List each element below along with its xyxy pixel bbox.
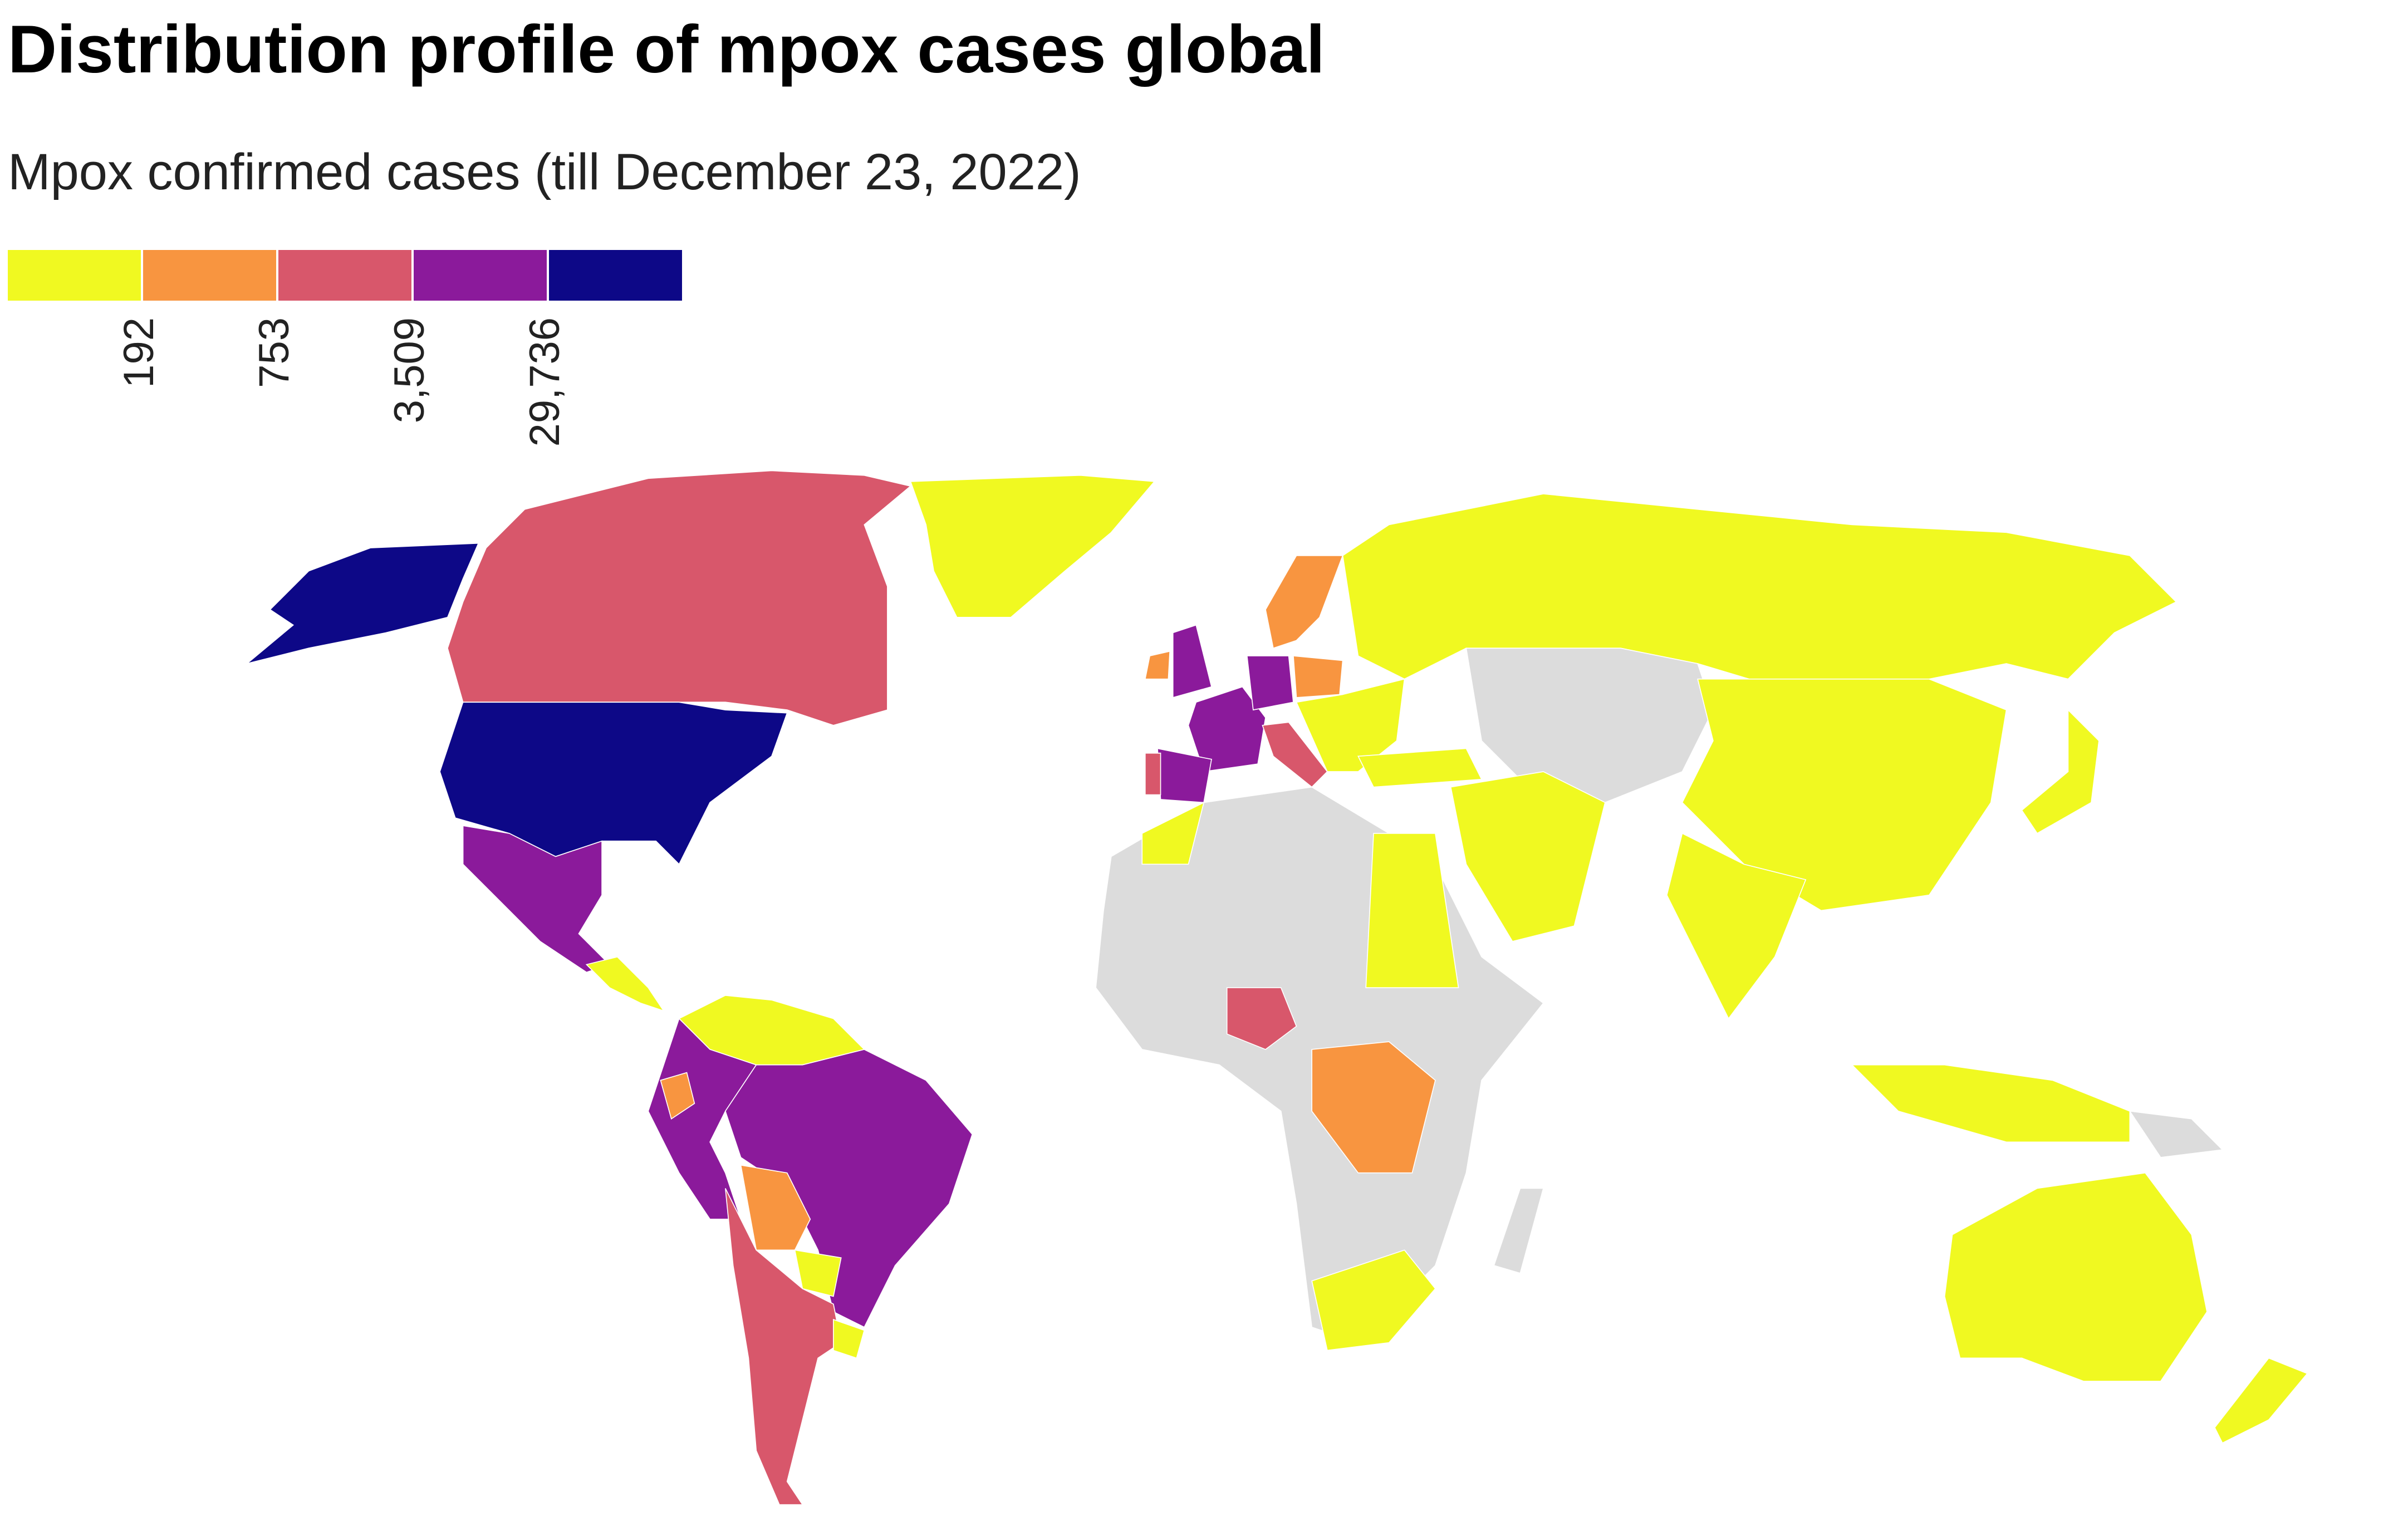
country bbox=[1450, 771, 1606, 942]
country bbox=[1311, 1249, 1436, 1351]
country bbox=[648, 1017, 757, 1220]
country bbox=[1493, 1188, 1544, 1274]
country bbox=[439, 701, 788, 865]
world-map bbox=[246, 470, 2308, 1505]
legend-swatch bbox=[414, 250, 547, 301]
country bbox=[1851, 1064, 2131, 1143]
legend-break-label: 29,736 bbox=[521, 317, 568, 447]
country bbox=[1246, 655, 1294, 711]
country bbox=[910, 474, 1156, 618]
country bbox=[1311, 1041, 1436, 1174]
country bbox=[833, 1318, 865, 1359]
country bbox=[794, 1249, 842, 1297]
country bbox=[462, 825, 611, 973]
country bbox=[246, 542, 479, 664]
country bbox=[1357, 748, 1483, 788]
country bbox=[1666, 832, 1807, 1020]
country bbox=[585, 956, 665, 1012]
title: Distribution profile of mpox cases globa… bbox=[8, 11, 1325, 87]
country bbox=[1265, 555, 1343, 649]
country bbox=[660, 1072, 695, 1120]
country bbox=[1172, 624, 1213, 699]
country bbox=[1188, 686, 1266, 772]
country bbox=[1465, 647, 1714, 803]
country bbox=[1141, 801, 1205, 865]
legend-break-label: 753 bbox=[251, 317, 298, 388]
country bbox=[1293, 655, 1343, 698]
country bbox=[1226, 987, 1297, 1050]
country bbox=[1944, 1172, 2208, 1382]
country bbox=[1144, 752, 1161, 796]
legend-break-label: 192 bbox=[115, 317, 163, 388]
legend-swatch bbox=[8, 250, 141, 301]
country bbox=[1681, 678, 2007, 911]
country bbox=[2129, 1110, 2224, 1158]
country bbox=[1296, 678, 1405, 772]
country bbox=[1365, 833, 1459, 988]
country bbox=[740, 1164, 811, 1251]
legend-swatch bbox=[549, 250, 682, 301]
country bbox=[447, 470, 912, 726]
legend-break-label: 3,509 bbox=[386, 317, 433, 423]
legend: 192 753 3,509 29,736 bbox=[8, 250, 682, 447]
country bbox=[2021, 709, 2100, 834]
subtitle: Mpox confirmed cases (till December 23, … bbox=[8, 144, 1081, 200]
legend-swatch bbox=[278, 250, 411, 301]
country bbox=[725, 1188, 842, 1505]
country bbox=[2214, 1357, 2308, 1444]
country bbox=[1144, 650, 1171, 680]
country bbox=[1262, 722, 1328, 788]
country bbox=[724, 1049, 973, 1328]
legend-swatch bbox=[143, 250, 276, 301]
